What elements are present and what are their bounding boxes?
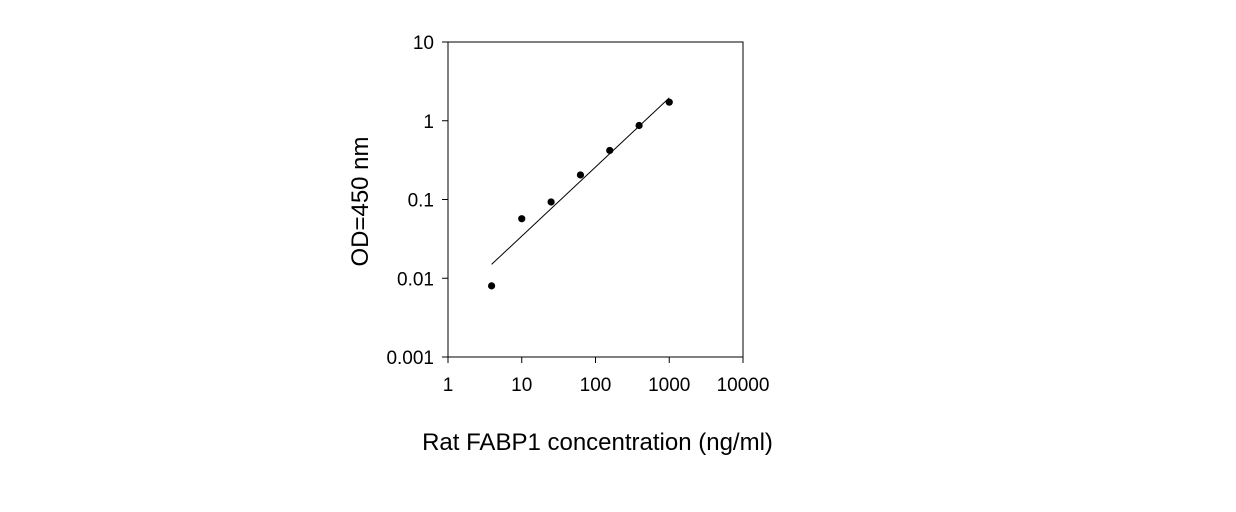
data-point — [606, 146, 614, 155]
data-point — [576, 171, 585, 179]
x-tick-label: 1000 — [648, 375, 690, 396]
y-tick-label: 10 — [413, 33, 434, 54]
fit-line-layer — [491, 97, 670, 265]
x-axis-title: Rat FABP1 concentration (ng/ml) — [422, 429, 773, 456]
x-tick-label: 10 — [511, 375, 532, 396]
data-point — [547, 198, 555, 206]
data-point — [635, 121, 643, 130]
y-axis-title: OD=450 nm — [347, 136, 374, 266]
y-tick-label: 0.1 — [408, 191, 434, 212]
x-tick-label: 100 — [580, 375, 612, 396]
data-point — [518, 215, 526, 223]
data-points-layer — [487, 98, 673, 290]
y-tick-label: 1 — [423, 112, 434, 133]
plot-area-frame — [447, 41, 744, 358]
y-axis: 0.001 0.01 0.1 1 10 — [386, 33, 448, 369]
x-axis: 1 10 100 1000 10000 — [443, 357, 770, 396]
x-tick-label: 1 — [443, 375, 454, 396]
data-point — [665, 98, 673, 106]
x-tick-label: 10000 — [717, 375, 770, 396]
y-tick-label: 0.01 — [397, 269, 434, 290]
fit-line — [491, 97, 670, 265]
y-tick-label: 0.001 — [386, 348, 434, 369]
data-point — [487, 282, 496, 290]
